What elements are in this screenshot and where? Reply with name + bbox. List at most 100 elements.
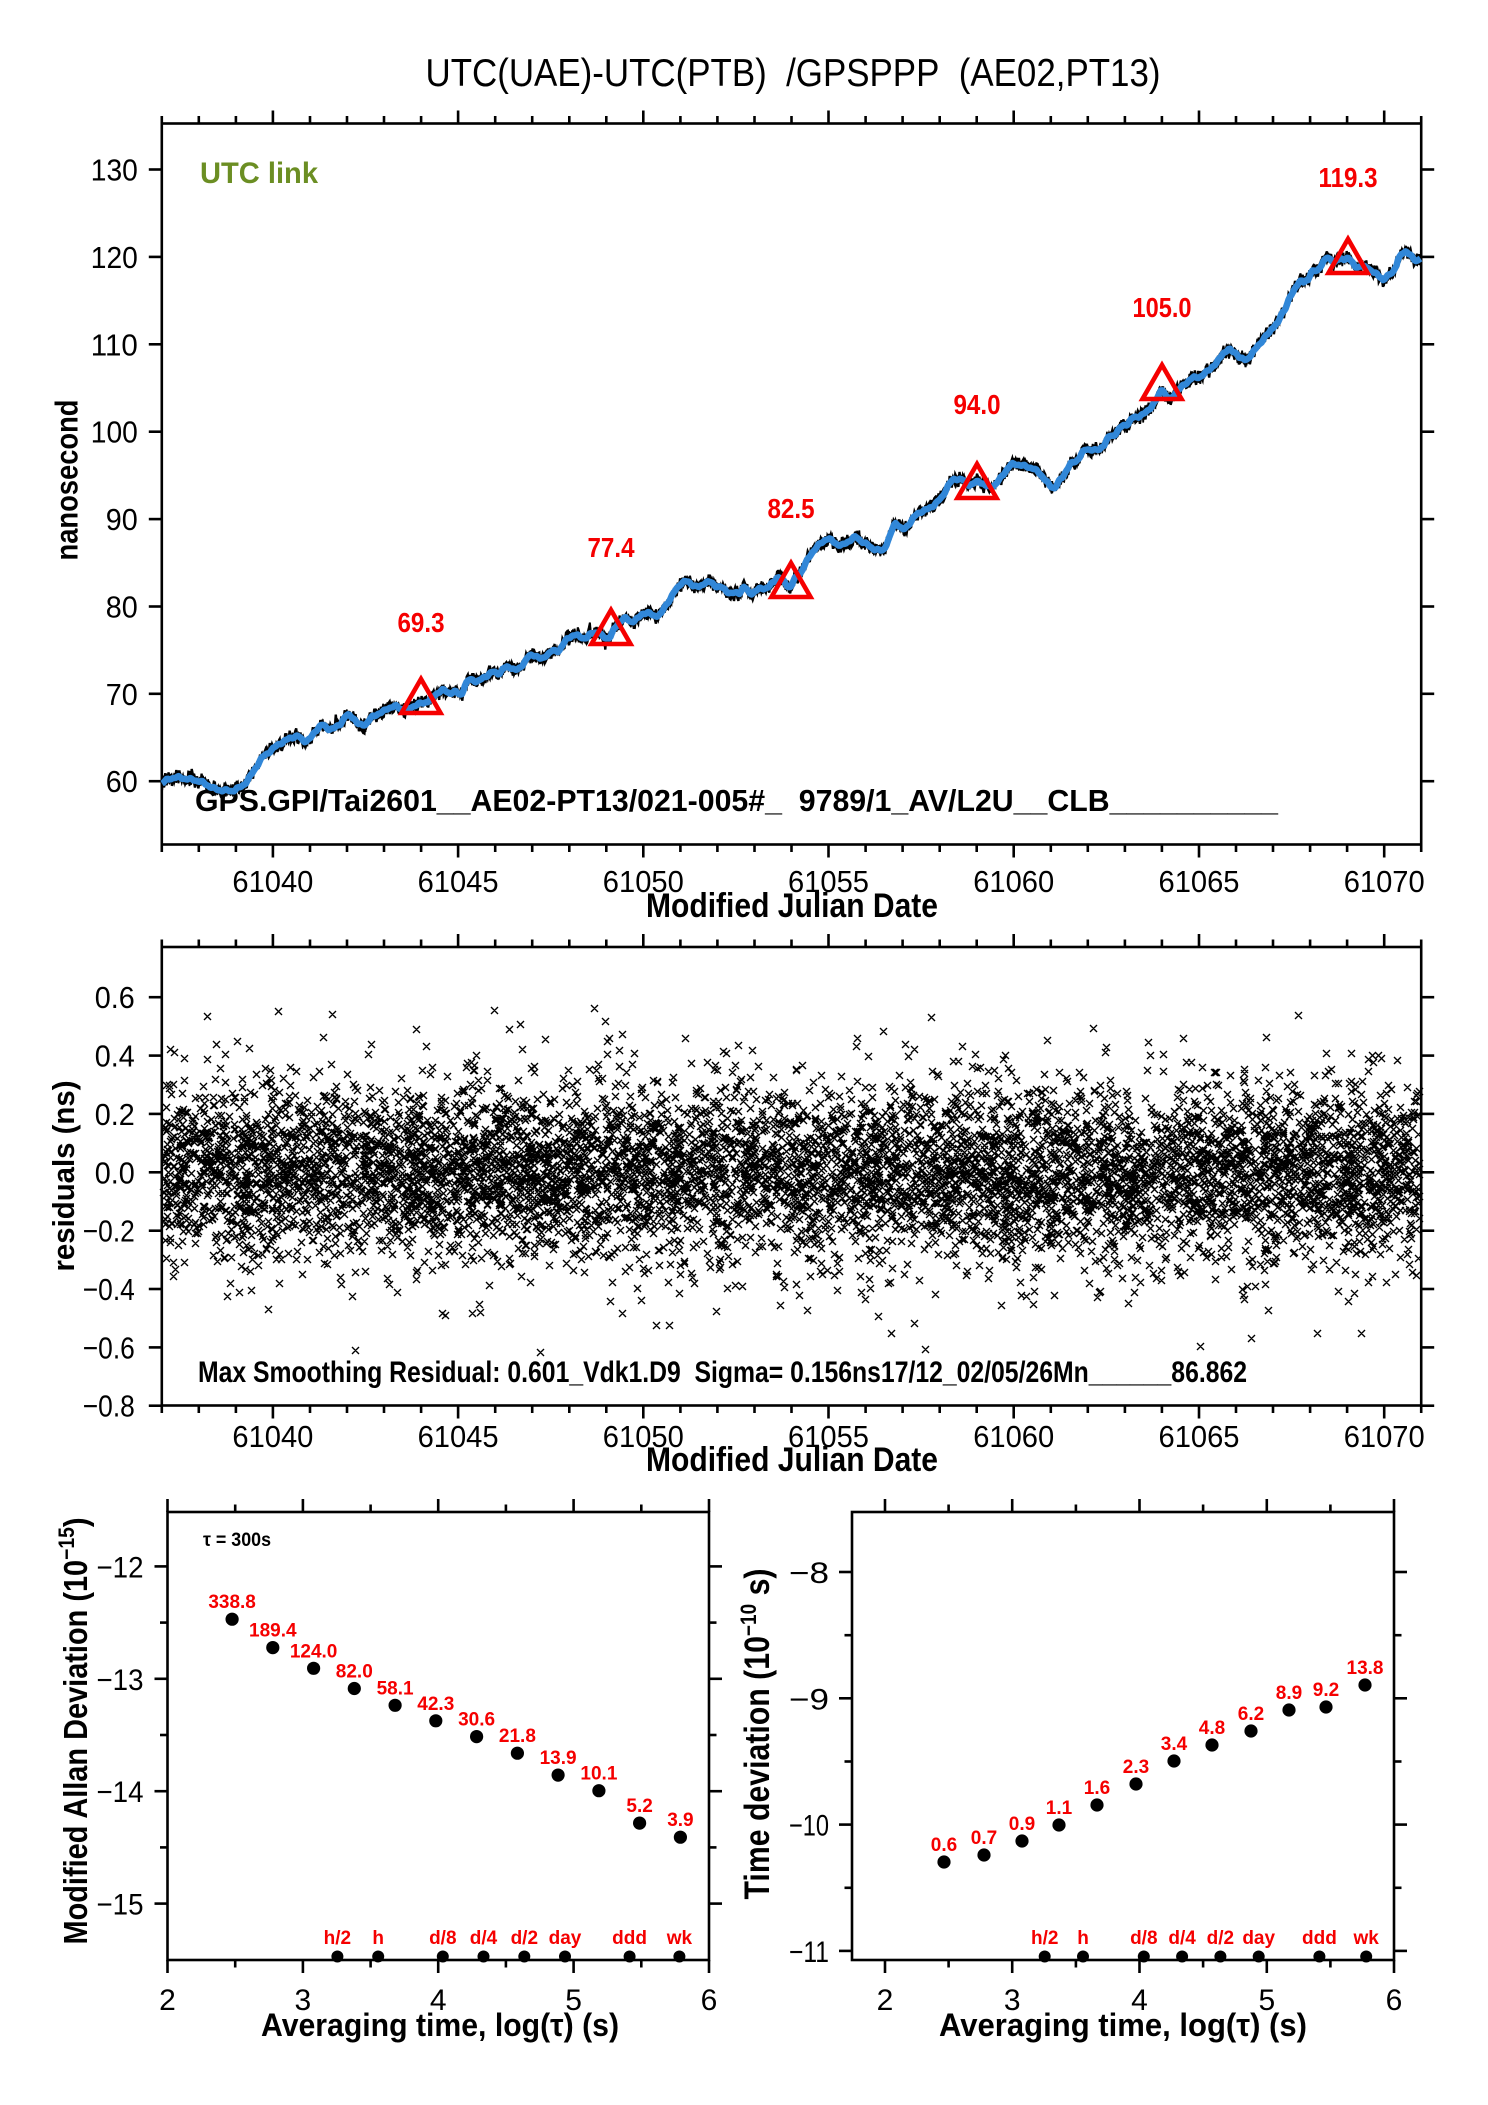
svg-text:61040: 61040 [232, 864, 313, 899]
svg-text:100: 100 [91, 415, 138, 450]
svg-text:61045: 61045 [418, 1419, 499, 1454]
svg-text:5.2: 5.2 [626, 1796, 652, 1817]
svg-text:d/8: d/8 [429, 1928, 456, 1949]
svg-text:338.8: 338.8 [208, 1592, 256, 1613]
svg-text:0.9: 0.9 [1009, 1814, 1035, 1835]
svg-text:21.8: 21.8 [499, 1726, 536, 1747]
svg-text:69.3: 69.3 [398, 607, 445, 638]
svg-text:6.2: 6.2 [1238, 1704, 1264, 1725]
svg-text:wk: wk [1353, 1928, 1380, 1949]
svg-text:Modified Julian Date: Modified Julian Date [646, 1441, 938, 1479]
svg-text:80: 80 [106, 590, 138, 625]
svg-text:h/2: h/2 [1031, 1928, 1058, 1949]
svg-text:Averaging time, log(τ) (s): Averaging time, log(τ) (s) [261, 2007, 619, 2043]
svg-text:61040: 61040 [232, 1419, 313, 1454]
svg-text:0.0: 0.0 [95, 1155, 135, 1190]
svg-text:ddd: ddd [612, 1928, 647, 1949]
svg-text:d/8: d/8 [1130, 1928, 1157, 1949]
svg-text:Modified Julian Date: Modified Julian Date [646, 887, 938, 925]
svg-text:13.8: 13.8 [1347, 1658, 1384, 1679]
svg-text:GPS.GPI/Tai2601__AE02-PT13/021: GPS.GPI/Tai2601__AE02-PT13/021-005#_ 978… [195, 783, 1279, 818]
svg-text:1.1: 1.1 [1046, 1798, 1073, 1819]
svg-text:4.8: 4.8 [1199, 1718, 1225, 1739]
svg-text:−9: −9 [789, 1683, 829, 1716]
svg-text:3.9: 3.9 [667, 1810, 693, 1831]
svg-text:0.6: 0.6 [931, 1835, 957, 1856]
svg-text:82.5: 82.5 [768, 493, 815, 524]
svg-text:13.9: 13.9 [540, 1748, 577, 1769]
svg-text:61065: 61065 [1159, 1419, 1240, 1454]
svg-text:61045: 61045 [418, 864, 499, 899]
svg-text:61055: 61055 [788, 864, 869, 899]
svg-text:h/2: h/2 [324, 1928, 351, 1949]
svg-text:8.9: 8.9 [1276, 1683, 1302, 1704]
svg-text:UTC(UAE)-UTC(PTB) /GPSPPP (A: UTC(UAE)-UTC(PTB) /GPSPPP (AE02,PT13) [426, 52, 1161, 95]
svg-text:130: 130 [91, 153, 138, 188]
svg-text:−8: −8 [789, 1557, 829, 1590]
svg-text:Modified Allan Deviation (10−1: Modified Allan Deviation (10−15) [54, 1518, 94, 1945]
svg-text:0.2: 0.2 [95, 1097, 135, 1132]
svg-text:−15: −15 [97, 1889, 144, 1922]
svg-text:61055: 61055 [788, 1419, 869, 1454]
svg-text:61065: 61065 [1159, 864, 1240, 899]
svg-text:h: h [1077, 1928, 1089, 1949]
svg-text:5: 5 [1258, 1984, 1275, 2017]
svg-text:ddd: ddd [1302, 1928, 1337, 1949]
svg-text:day: day [549, 1928, 582, 1949]
svg-text:61060: 61060 [973, 864, 1054, 899]
svg-text:70: 70 [106, 677, 138, 712]
svg-text:60: 60 [106, 764, 138, 799]
svg-text:UTC link: UTC link [200, 157, 318, 190]
svg-text:189.4: 189.4 [249, 1621, 297, 1642]
svg-text:d/4: d/4 [470, 1928, 498, 1949]
svg-text:61070: 61070 [1344, 1419, 1425, 1454]
svg-text:−0.6: −0.6 [83, 1330, 135, 1365]
svg-text:58.1: 58.1 [377, 1678, 414, 1699]
svg-text:τ = 300s: τ = 300s [203, 1530, 271, 1551]
svg-text:61070: 61070 [1344, 864, 1425, 899]
svg-text:94.0: 94.0 [954, 389, 1001, 420]
svg-text:4: 4 [1131, 1984, 1148, 2017]
svg-text:−0.2: −0.2 [83, 1214, 135, 1249]
svg-text:61050: 61050 [603, 864, 684, 899]
svg-text:105.0: 105.0 [1133, 292, 1192, 323]
svg-text:6: 6 [701, 1984, 718, 2017]
svg-text:day: day [1242, 1928, 1275, 1949]
svg-text:120: 120 [91, 240, 138, 275]
svg-text:Max Smoothing Residual: 0.601_: Max Smoothing Residual: 0.601_Vdk1.D9 Si… [198, 1356, 1247, 1389]
svg-text:82.0: 82.0 [336, 1662, 373, 1683]
svg-text:−10: −10 [789, 1810, 829, 1843]
svg-text:42.3: 42.3 [417, 1694, 454, 1715]
svg-text:−14: −14 [97, 1776, 144, 1809]
svg-text:0.4: 0.4 [95, 1039, 135, 1074]
svg-text:1.6: 1.6 [1084, 1778, 1110, 1799]
svg-text:119.3: 119.3 [1319, 162, 1378, 193]
svg-text:61060: 61060 [973, 1419, 1054, 1454]
svg-text:4: 4 [430, 1984, 447, 2017]
svg-text:d/2: d/2 [1207, 1928, 1234, 1949]
svg-text:5: 5 [565, 1984, 582, 2017]
svg-text:residuals (ns): residuals (ns) [46, 1081, 81, 1272]
svg-text:2: 2 [877, 1984, 894, 2017]
svg-text:Averaging time, log(τ) (s): Averaging time, log(τ) (s) [939, 2007, 1307, 2043]
svg-text:110: 110 [91, 327, 138, 362]
svg-text:wk: wk [666, 1928, 693, 1949]
svg-text:−0.4: −0.4 [83, 1272, 135, 1307]
svg-text:90: 90 [106, 502, 138, 537]
svg-text:30.6: 30.6 [458, 1710, 495, 1731]
svg-text:61050: 61050 [603, 1419, 684, 1454]
svg-text:0.6: 0.6 [95, 980, 135, 1015]
svg-text:2.3: 2.3 [1123, 1757, 1149, 1778]
svg-text:9.2: 9.2 [1313, 1680, 1339, 1701]
svg-text:−0.8: −0.8 [83, 1389, 135, 1424]
svg-text:10.1: 10.1 [580, 1764, 617, 1785]
svg-text:h: h [372, 1928, 384, 1949]
svg-text:nanosecond: nanosecond [49, 400, 85, 561]
svg-text:−11: −11 [789, 1936, 829, 1969]
svg-text:124.0: 124.0 [290, 1641, 338, 1662]
svg-text:3: 3 [1004, 1984, 1021, 2017]
svg-text:3.4: 3.4 [1161, 1734, 1188, 1755]
svg-text:−12: −12 [97, 1551, 144, 1584]
svg-text:d/4: d/4 [1168, 1928, 1196, 1949]
svg-text:d/2: d/2 [511, 1928, 538, 1949]
